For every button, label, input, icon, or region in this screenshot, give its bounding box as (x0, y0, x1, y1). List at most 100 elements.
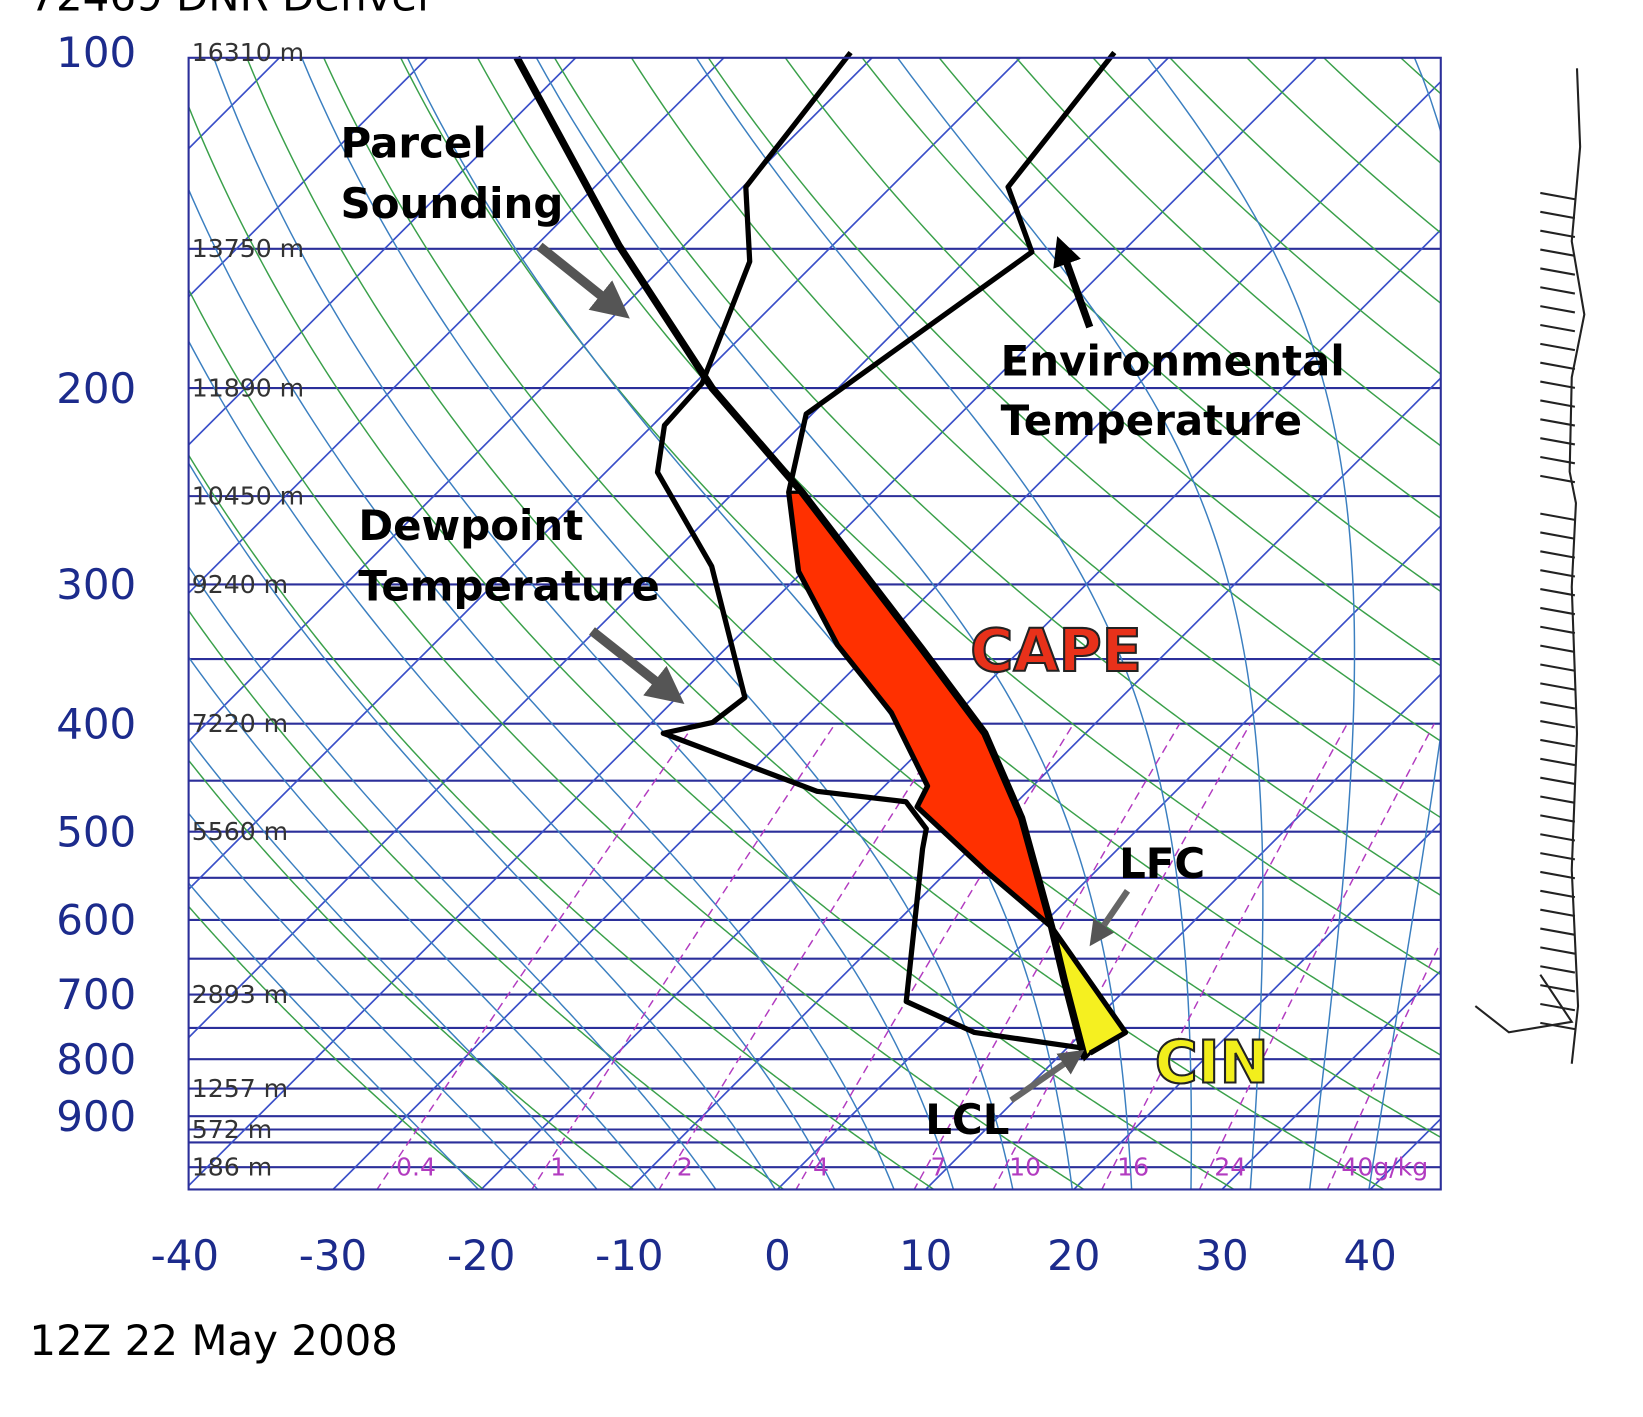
mixing-ratio-line (658, 723, 951, 1190)
wind-barb (1540, 531, 1576, 540)
wind-barb (1540, 305, 1576, 314)
height-label: 1257 m (192, 1074, 288, 1103)
temperature-tick-label: 40 (1343, 1231, 1396, 1280)
moist-adiabat (896, 57, 1264, 1190)
cape-label: CAPE (970, 617, 1142, 685)
dew-arrow-icon (589, 627, 685, 705)
pressure-tick-label: 700 (56, 970, 136, 1019)
mixing-ratio-line (1326, 940, 1441, 1190)
moist-adiabat (212, 57, 955, 1190)
temperature-axis: -40 -30 -20 -10 0 10 20 30 40 (151, 1231, 1397, 1280)
dry-adiabat (1472, 53, 1643, 1191)
temperature-tick-label: 0 (764, 1231, 791, 1280)
isotherm (188, 57, 874, 743)
height-label: 16310 m (192, 38, 304, 67)
parcel-label-2: Sounding (341, 179, 564, 228)
wind-barb (1540, 852, 1576, 861)
wind-barb (1540, 682, 1576, 691)
cin-label: CIN (1155, 1029, 1269, 1097)
pressure-tick-label: 600 (56, 896, 136, 945)
wind-barb (1540, 965, 1576, 974)
moist-adiabat (188, 812, 539, 1190)
wind-barb (1540, 984, 1576, 993)
wind-barb (1540, 738, 1576, 748)
wind-barb (1540, 512, 1576, 521)
temperature-tick-label: 20 (1047, 1231, 1100, 1280)
dry-adiabat (188, 609, 785, 1190)
dry-adiabat (322, 57, 1441, 1139)
pressure-tick-label: 400 (56, 699, 136, 748)
moist-adiabat (406, 57, 1073, 1190)
wind-barb (1540, 286, 1576, 295)
dry-adiabat (1322, 57, 1441, 165)
wind-barb (1540, 927, 1576, 936)
isotherm (188, 57, 577, 447)
moist-adiabat (188, 461, 777, 1190)
wind-barb (1540, 437, 1576, 446)
dry-adiabat (399, 57, 1441, 1056)
mixing-ratio-label: 16 (1117, 1153, 1149, 1182)
moist-adiabat (1146, 57, 1356, 1190)
grid-lines (188, 53, 1643, 1191)
env-arrow-icon (1053, 236, 1094, 329)
wind-barb (1540, 474, 1576, 484)
dry-adiabat (1399, 57, 1441, 95)
height-label: 9240 m (192, 570, 288, 599)
dry-adiabat (861, 57, 1441, 593)
wind-barb (1540, 663, 1576, 672)
isotherm (1517, 53, 1643, 1191)
mixing-ratio-label: 40g/kg (1341, 1153, 1428, 1182)
pressure-tick-label: 800 (56, 1035, 136, 1084)
wind-barb (1540, 361, 1576, 371)
mixing-ratio-label: 1 (550, 1153, 566, 1182)
dry-adiabat (707, 57, 1441, 743)
wind-barb (1540, 776, 1576, 785)
mixing-ratio-line (913, 723, 1181, 1190)
moist-adiabat (188, 565, 717, 1190)
wind-barb (1540, 1002, 1576, 1012)
wind-barb (1540, 455, 1576, 465)
wind-barb-surface (1474, 974, 1574, 1034)
parcel-label-1: Parcel (341, 118, 487, 167)
wind-barb (1540, 323, 1576, 333)
wind-barb (1540, 399, 1576, 408)
parcel-arrow-icon (536, 242, 630, 319)
moist-adiabat (1368, 57, 1441, 1190)
pressure-tick-label: 300 (56, 560, 136, 609)
height-label: 7220 m (192, 709, 288, 738)
wind-barb (1540, 210, 1576, 220)
mixing-ratio-line (795, 723, 1075, 1190)
height-label: 5560 m (192, 817, 288, 846)
wind-barb (1540, 908, 1576, 918)
wind-barb (1540, 418, 1576, 427)
moist-adiabat (188, 187, 895, 1190)
isotherm (188, 57, 429, 298)
moist-adiabat (301, 57, 1014, 1190)
isotherm (628, 376, 1441, 1190)
env-label-2: Temperature (1001, 396, 1302, 445)
wind-barb (1540, 946, 1576, 955)
isotherm (776, 524, 1441, 1190)
wind-barb (1540, 606, 1576, 616)
lcl-arrow-icon (1009, 1049, 1085, 1103)
moist-adiabat (535, 57, 1133, 1190)
mixing-ratio-label: 24 (1214, 1153, 1246, 1182)
temperature-tick-label: -40 (151, 1231, 219, 1280)
wind-barb (1540, 701, 1576, 710)
wind-barb (1540, 720, 1576, 729)
temperature-tick-label: -30 (299, 1231, 367, 1280)
temperature-tick-label: 10 (899, 1231, 952, 1280)
dry-adiabat (630, 57, 1441, 819)
mixing-ratio-label: 7 (931, 1153, 947, 1182)
mixing-ratio-label: 10 (1009, 1153, 1041, 1182)
footer-date: 12Z 22 May 2008 (29, 1316, 398, 1365)
isotherm (1072, 821, 1441, 1190)
isotherm (188, 57, 726, 595)
dry-adiabat (476, 57, 1441, 976)
dry-adiabat (1092, 57, 1441, 376)
pressure-tick-label: 200 (56, 364, 136, 413)
mixing-ratio-label: 2 (677, 1153, 693, 1182)
wind-barb (1540, 870, 1576, 880)
mixing-ratio-line (376, 723, 696, 1190)
